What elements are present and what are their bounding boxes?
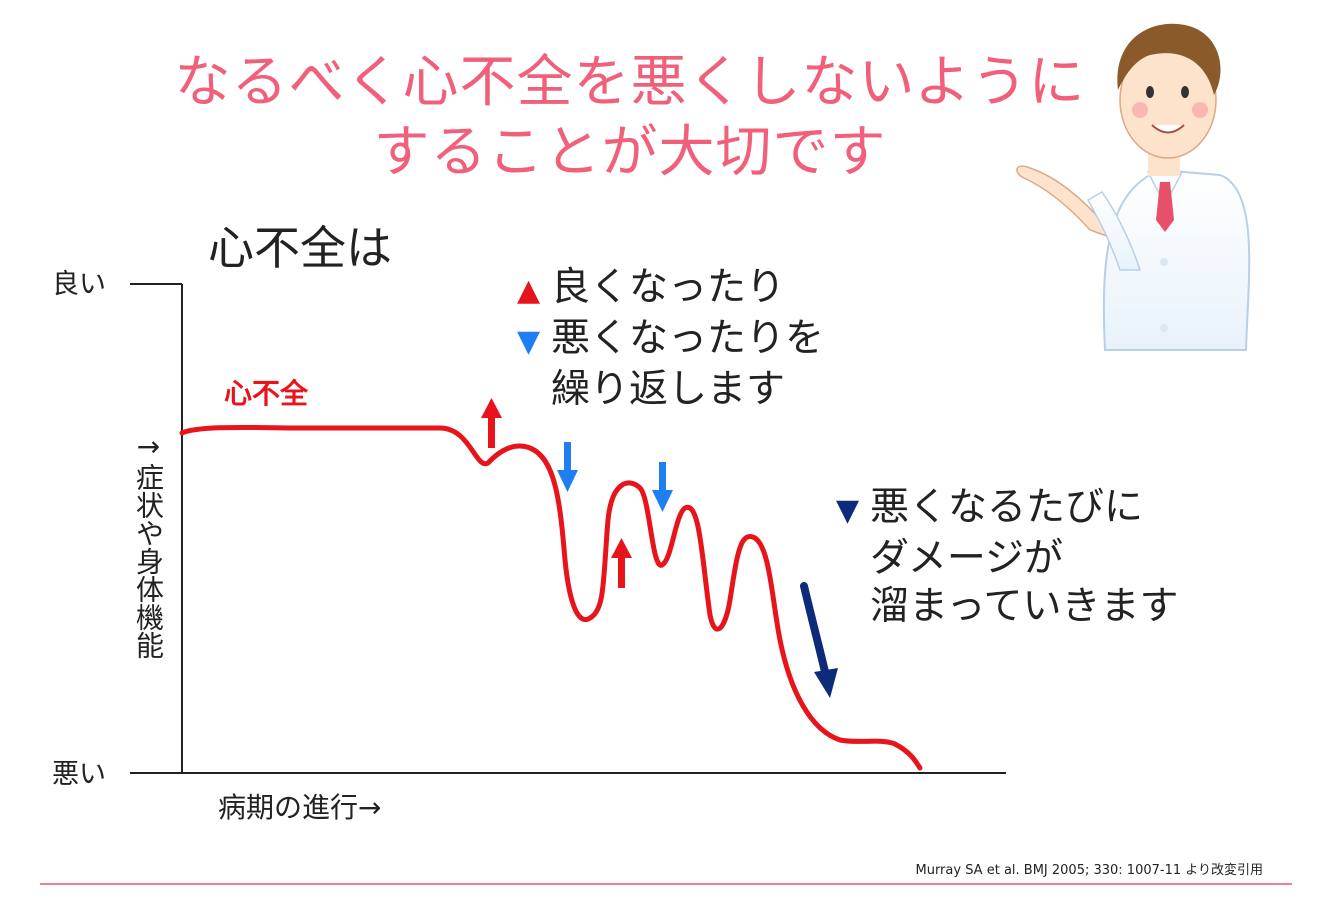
x-axis-label: 病期の進行→ xyxy=(218,791,382,824)
down-arrow-icon: ▼ xyxy=(836,493,860,528)
damage-text-2: ダメージが xyxy=(870,536,1064,581)
down-arrow-icon xyxy=(557,442,578,492)
up-arrow-icon: ▲ xyxy=(517,273,541,308)
bottom-divider xyxy=(40,883,1292,885)
down-arrow-icon: ▼ xyxy=(517,324,541,359)
citation: Murray SA et al. BMJ 2005; 330: 1007-11 … xyxy=(915,863,1263,878)
page-title: なるべく心不全を悪くしないように することが大切です xyxy=(150,48,1110,188)
damage-text-3: 溜まっていきます xyxy=(870,584,1179,629)
up-arrow-icon xyxy=(481,398,502,448)
heart-failure-curve xyxy=(179,424,923,771)
subheading: 心不全は xyxy=(208,221,392,275)
worsen-text: 悪くなったりを xyxy=(551,316,825,361)
axes xyxy=(130,283,1006,774)
y-axis-top-label: 良い xyxy=(52,269,106,300)
down-arrow-icon xyxy=(652,462,673,512)
improve-worsen-note: ▲ 良くなったり ▼ 悪くなったりを 繰り返します xyxy=(517,264,824,414)
title-line-1: なるべく心不全を悪くしないように xyxy=(174,50,1086,115)
series-label: 心不全 xyxy=(224,377,309,410)
damage-note: ▼ 悪くなるたびに ダメージが 溜まっていきます xyxy=(836,484,1179,631)
improve-line: ▲ 良くなったり xyxy=(517,264,824,315)
repeat-text: 繰り返します xyxy=(551,367,786,412)
damage-arrow-icon xyxy=(800,582,838,698)
up-arrow-icon xyxy=(611,538,632,588)
worsen-line: ▼ 悪くなったりを xyxy=(517,315,824,366)
doctor-illustration xyxy=(1016,23,1251,351)
improve-text: 良くなったり xyxy=(551,265,786,310)
title-line-2: することが大切です xyxy=(373,120,887,185)
y-axis-label: →症状や身体機能 xyxy=(132,430,165,659)
damage-text-1: 悪くなるたびに xyxy=(870,485,1144,530)
damage-line-1: ▼ 悪くなるたびに xyxy=(836,484,1179,535)
y-axis-bottom-label: 悪い xyxy=(52,759,106,790)
